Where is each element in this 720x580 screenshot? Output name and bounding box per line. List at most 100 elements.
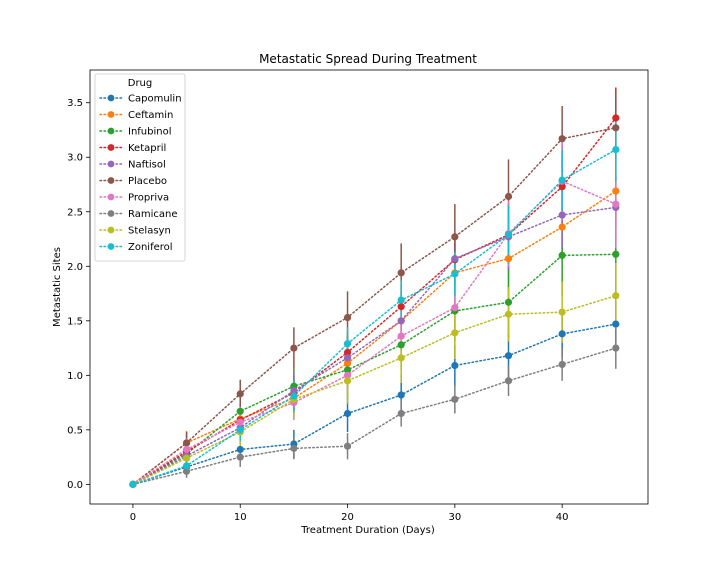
data-point-placebo xyxy=(182,439,191,447)
data-point-capomulin xyxy=(612,320,620,328)
data-point-placebo xyxy=(236,390,244,398)
data-point-naftisol xyxy=(343,354,352,362)
data-point-zoniferol xyxy=(343,340,352,348)
legend-entry-stelasyn: Stelasyn xyxy=(128,226,171,237)
series-line-capomulin xyxy=(132,323,617,486)
x-tick-label: 10 xyxy=(234,512,247,523)
data-point-infubinol xyxy=(504,298,513,306)
chart-title: Metastatic Spread During Treatment xyxy=(259,52,477,66)
series-line-ramicane xyxy=(132,347,617,486)
data-point-stelasyn xyxy=(343,377,352,385)
legend-entry-ceftamin: Ceftamin xyxy=(128,110,173,121)
data-point-zoniferol xyxy=(397,296,405,304)
data-point-naftisol xyxy=(290,386,298,395)
plot-area: 0 10 20 30 40 0.0 0.5 1.0 1.5 2.0 2.5 3.0 3.5 xyxy=(67,69,649,523)
data-point-propriva xyxy=(343,371,352,379)
x-tick-label: 0 xyxy=(130,512,136,523)
y-tick-label: 1.0 xyxy=(67,371,83,382)
data-point-ceftamin xyxy=(343,359,352,367)
series-line-placebo xyxy=(132,127,617,486)
legend-marker xyxy=(107,111,115,118)
data-point-zoniferol xyxy=(451,270,459,278)
data-point-ketapril xyxy=(343,348,352,357)
data-point-placebo xyxy=(397,269,405,277)
data-point-ramicane xyxy=(612,344,620,352)
legend-entry-zoniferol: Zoniferol xyxy=(128,242,173,253)
y-tick-label: 2.5 xyxy=(67,207,83,218)
data-point-naftisol xyxy=(558,211,566,219)
legend-marker xyxy=(107,144,115,151)
data-point-propriva xyxy=(451,304,459,312)
data-point-ramicane xyxy=(236,453,244,461)
series-line-infubinol xyxy=(132,253,617,486)
y-tick-label: 0.5 xyxy=(67,425,83,436)
legend-entry-propriva: Propriva xyxy=(128,193,169,204)
data-point-capomulin xyxy=(558,330,566,338)
data-point-capomulin xyxy=(451,361,459,370)
data-point-ramicane xyxy=(182,467,191,475)
y-tick-label: 3.0 xyxy=(67,153,83,164)
legend-marker xyxy=(107,160,115,168)
data-point-stelasyn xyxy=(504,310,513,318)
series-line-ceftamin xyxy=(132,190,617,486)
data-point-capomulin xyxy=(397,391,405,399)
data-point-zoniferol xyxy=(290,392,298,400)
data-point-ramicane xyxy=(397,409,405,418)
data-point-capomulin xyxy=(343,409,352,418)
y-axis-label: Metastatic Sites xyxy=(52,247,63,327)
legend-entry-ramicane: Ramicane xyxy=(128,209,178,220)
data-point-ketapril xyxy=(397,303,405,311)
series-line-stelasyn xyxy=(132,294,617,486)
data-point-placebo xyxy=(343,313,352,322)
x-tick-label: 40 xyxy=(556,512,569,523)
data-point-ceftamin xyxy=(558,223,566,231)
data-point-infubinol xyxy=(612,250,620,258)
data-point-propriva xyxy=(182,445,191,454)
data-point-placebo xyxy=(504,192,513,201)
x-axis-label: Treatment Duration (Days) xyxy=(300,525,435,536)
data-point-ramicane xyxy=(290,444,298,452)
data-point-ramicane xyxy=(451,395,459,403)
data-point-placebo xyxy=(612,124,620,132)
data-point-stelasyn xyxy=(451,329,459,337)
data-point-infubinol xyxy=(236,407,244,415)
data-point-naftisol xyxy=(451,255,459,263)
x-tick-label: 30 xyxy=(448,512,461,523)
legend-marker xyxy=(107,226,115,234)
data-point-ramicane xyxy=(504,377,513,385)
data-point-ketapril xyxy=(558,183,566,191)
data-point-zoniferol xyxy=(504,231,513,239)
y-tick-label: 1.5 xyxy=(67,316,83,327)
legend: Drug Capomulin Ceftamin Infubinol Ketapril Na… xyxy=(94,73,186,262)
data-point-stelasyn xyxy=(397,354,405,362)
data-point-ramicane xyxy=(343,442,352,450)
data-point-stelasyn xyxy=(558,308,566,316)
legend-marker xyxy=(107,94,115,102)
data-point-zoniferol xyxy=(236,426,244,434)
data-point-zoniferol xyxy=(182,462,191,470)
data-point-capomulin xyxy=(236,445,244,454)
legend-entry-placebo: Placebo xyxy=(128,176,167,187)
data-point-infubinol xyxy=(558,251,566,259)
legend-marker xyxy=(107,177,115,184)
data-point-naftisol xyxy=(397,317,405,325)
data-point-stelasyn xyxy=(612,292,620,300)
y-tick-label: 0.0 xyxy=(67,480,83,491)
legend-marker xyxy=(107,210,115,217)
data-point-placebo xyxy=(290,344,298,352)
data-point-stelasyn xyxy=(182,454,191,462)
legend-entry-infubinol: Infubinol xyxy=(128,127,172,138)
data-point-zoniferol xyxy=(129,480,137,488)
data-point-infubinol xyxy=(397,341,405,349)
data-point-ceftamin xyxy=(504,255,513,263)
data-point-zoniferol xyxy=(558,176,566,184)
data-point-capomulin xyxy=(504,352,513,360)
legend-entry-capomulin: Capomulin xyxy=(128,94,182,105)
legend-entry-ketapril: Ketapril xyxy=(128,143,166,154)
data-point-propriva xyxy=(612,200,620,208)
axes-frame xyxy=(89,69,649,505)
y-tick-label: 2.0 xyxy=(67,262,83,273)
data-point-propriva xyxy=(236,418,244,426)
data-point-placebo xyxy=(451,233,459,241)
